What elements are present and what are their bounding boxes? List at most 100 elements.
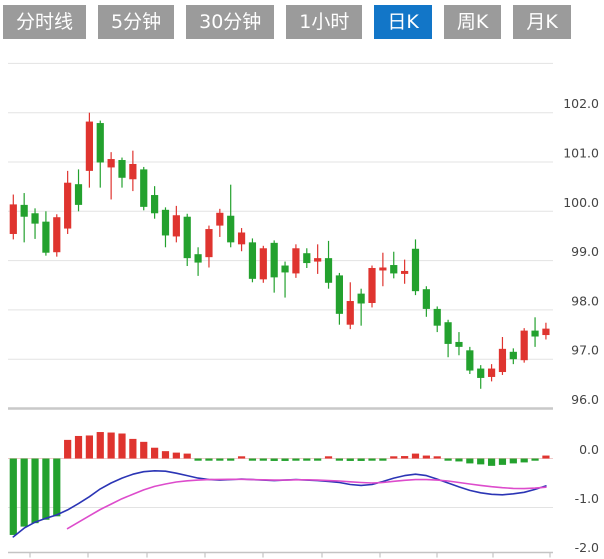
candle	[161, 207, 170, 248]
macd-bar	[216, 458, 224, 461]
price-tick-label: 101.0	[563, 146, 599, 161]
tab-1hour[interactable]: 1小时	[286, 5, 363, 39]
candle	[444, 319, 452, 358]
candle-body	[335, 275, 343, 314]
candle-body	[74, 184, 83, 205]
tab-30min[interactable]: 30分钟	[186, 5, 275, 39]
candle-body	[281, 265, 289, 273]
candle-body	[183, 216, 191, 259]
candle	[390, 251, 398, 279]
macd-bar	[151, 447, 159, 459]
macd-bar	[455, 458, 463, 462]
macd-bar	[433, 456, 441, 459]
candle	[487, 364, 496, 382]
macd-bar	[194, 458, 202, 461]
candle	[368, 265, 376, 308]
candle	[96, 120, 104, 188]
candle	[248, 238, 257, 283]
macd-bar	[64, 439, 72, 459]
candle	[172, 205, 180, 243]
candle	[31, 208, 39, 239]
macd-bar	[314, 458, 322, 461]
candle-body	[303, 253, 311, 264]
tab-5min[interactable]: 5分钟	[98, 5, 175, 39]
candle-body	[368, 267, 376, 303]
tab-monthly-k[interactable]: 月K	[513, 5, 571, 39]
candle-body	[107, 159, 115, 168]
macd-bar	[498, 458, 507, 465]
candle-body	[498, 348, 507, 373]
candle	[118, 157, 126, 188]
price-tick-label: 97.0	[571, 343, 599, 358]
macd-bar	[118, 433, 126, 459]
macd-bar	[96, 432, 104, 459]
candle-body	[172, 215, 180, 237]
macd-bar	[259, 458, 267, 461]
macd-bar	[205, 458, 213, 461]
candle-body	[237, 232, 246, 245]
macd-bar	[335, 458, 343, 461]
macd-bar	[324, 456, 333, 459]
macd-bar	[422, 455, 430, 459]
candle-body	[9, 204, 17, 234]
macd-bar	[9, 458, 17, 535]
dea-line	[66, 478, 547, 530]
candles	[9, 112, 550, 389]
candle	[346, 282, 354, 330]
macd-bar	[248, 458, 257, 461]
candle-body	[129, 163, 137, 180]
tab-daily-k[interactable]: 日K	[374, 5, 432, 39]
macd-bar	[20, 458, 28, 527]
macd-bar	[183, 453, 191, 459]
candle-body	[151, 195, 159, 214]
candle-body	[520, 330, 528, 361]
candle	[531, 317, 539, 347]
candle-body	[259, 248, 267, 280]
candle	[281, 261, 289, 298]
candle	[324, 240, 333, 289]
candle	[401, 259, 409, 284]
macd-bar	[520, 458, 528, 463]
candle	[20, 193, 28, 243]
price-tick-label: 102.0	[563, 96, 599, 111]
candle-body	[53, 217, 61, 253]
macd-bar	[85, 435, 93, 459]
candle	[237, 228, 246, 252]
candle	[509, 348, 517, 365]
candle	[270, 240, 278, 293]
macd-bar	[531, 458, 539, 461]
candle	[259, 245, 267, 283]
macd-bar	[411, 453, 420, 459]
candle-body	[85, 121, 93, 171]
tab-weekly-k[interactable]: 周K	[443, 5, 502, 39]
candle-body	[31, 213, 39, 224]
candle	[422, 286, 430, 317]
candle	[205, 225, 213, 268]
macd-bar	[107, 432, 115, 459]
tab-time-share[interactable]: 分时线	[3, 5, 87, 39]
candle	[466, 346, 474, 374]
candle	[357, 288, 365, 326]
candle	[74, 169, 83, 212]
candle-body	[194, 254, 202, 263]
candle-body	[161, 209, 170, 236]
candle	[433, 306, 441, 333]
macd-bar	[444, 458, 452, 461]
candle	[314, 244, 322, 274]
macd-histogram	[9, 432, 550, 535]
candle	[194, 247, 202, 276]
macd-bar	[487, 458, 496, 466]
candle-body	[248, 242, 257, 279]
macd-bar	[129, 438, 137, 459]
macd-bar	[346, 458, 354, 461]
candle-body	[357, 293, 365, 304]
candle	[455, 332, 463, 356]
macd-bar	[270, 458, 278, 461]
period-tabbar: 分时线 5分钟 30分钟 1小时 日K 周K 月K	[3, 5, 583, 39]
macd-tick-label: -2.0	[575, 540, 599, 555]
x-axis	[8, 551, 553, 558]
macd-bar	[390, 456, 398, 459]
candle-body	[509, 351, 517, 360]
candle	[64, 170, 72, 234]
candle-body	[96, 123, 104, 163]
